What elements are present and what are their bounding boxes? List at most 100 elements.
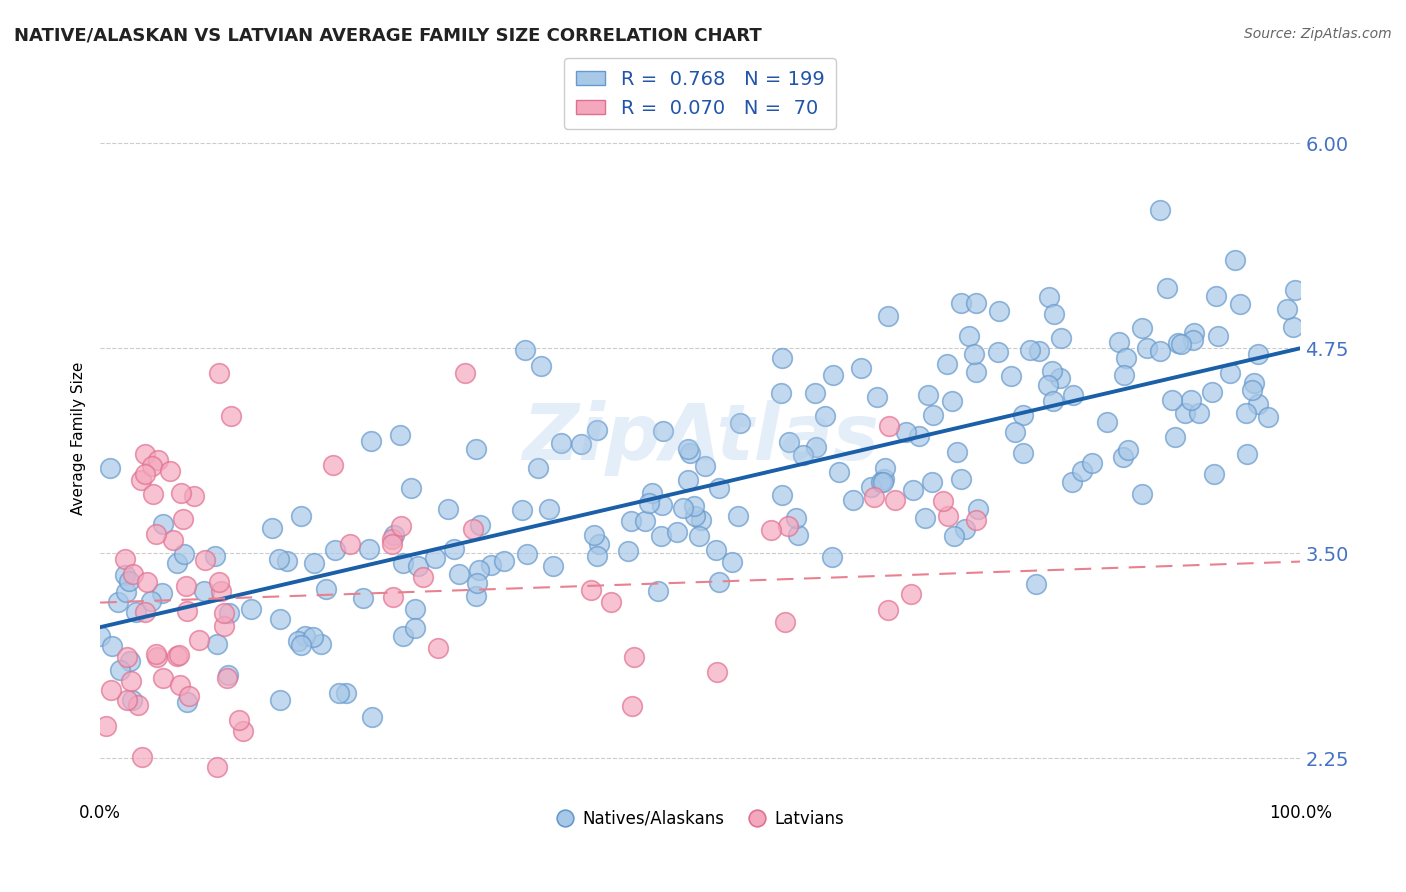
Point bbox=[468, 563, 491, 577]
Point bbox=[804, 386, 827, 401]
Point bbox=[510, 503, 533, 517]
Point bbox=[1257, 410, 1279, 425]
Point bbox=[219, 409, 242, 424]
Point bbox=[260, 521, 283, 535]
Point bbox=[967, 502, 990, 516]
Point bbox=[179, 689, 201, 703]
Point bbox=[1247, 396, 1270, 410]
Point bbox=[173, 547, 195, 561]
Point bbox=[166, 557, 188, 571]
Point bbox=[228, 713, 250, 727]
Point bbox=[240, 602, 263, 616]
Point bbox=[876, 603, 898, 617]
Point bbox=[205, 760, 228, 774]
Point bbox=[131, 750, 153, 764]
Point bbox=[267, 552, 290, 566]
Point bbox=[1201, 384, 1223, 399]
Point bbox=[617, 544, 640, 558]
Point bbox=[759, 523, 782, 537]
Point bbox=[862, 490, 884, 504]
Point bbox=[145, 649, 167, 664]
Point bbox=[1243, 376, 1265, 390]
Point bbox=[108, 663, 131, 677]
Point bbox=[302, 556, 325, 570]
Point bbox=[821, 549, 844, 564]
Point bbox=[877, 310, 900, 324]
Point bbox=[688, 529, 710, 543]
Point bbox=[873, 461, 896, 475]
Point bbox=[142, 487, 165, 501]
Point bbox=[672, 500, 695, 515]
Point bbox=[1205, 289, 1227, 303]
Point bbox=[204, 549, 226, 564]
Point bbox=[921, 475, 943, 490]
Point bbox=[860, 480, 883, 494]
Point bbox=[870, 475, 893, 490]
Point bbox=[141, 594, 163, 608]
Point bbox=[128, 698, 150, 712]
Point bbox=[581, 582, 603, 597]
Text: ZipAtlas: ZipAtlas bbox=[522, 401, 879, 476]
Point bbox=[1149, 202, 1171, 217]
Point bbox=[194, 553, 217, 567]
Point bbox=[586, 423, 609, 437]
Point bbox=[683, 509, 706, 524]
Point bbox=[193, 583, 215, 598]
Point bbox=[537, 502, 560, 516]
Point bbox=[1115, 351, 1137, 365]
Point bbox=[693, 459, 716, 474]
Point bbox=[1284, 283, 1306, 297]
Point bbox=[683, 499, 706, 513]
Point bbox=[212, 606, 235, 620]
Point bbox=[1161, 392, 1184, 407]
Point bbox=[115, 584, 138, 599]
Point bbox=[936, 508, 959, 523]
Point bbox=[1095, 415, 1118, 429]
Point bbox=[89, 629, 111, 643]
Point bbox=[125, 605, 148, 619]
Point bbox=[676, 473, 699, 487]
Point bbox=[1167, 336, 1189, 351]
Point bbox=[152, 671, 174, 685]
Point bbox=[208, 366, 231, 380]
Point bbox=[526, 461, 548, 475]
Point bbox=[1042, 394, 1064, 409]
Point bbox=[427, 640, 450, 655]
Point bbox=[1208, 329, 1230, 343]
Point bbox=[1118, 442, 1140, 457]
Point bbox=[1174, 406, 1197, 420]
Point bbox=[392, 556, 415, 570]
Point bbox=[965, 365, 987, 379]
Point bbox=[1025, 577, 1047, 591]
Point bbox=[443, 542, 465, 557]
Point bbox=[120, 674, 142, 689]
Point bbox=[1108, 334, 1130, 349]
Point bbox=[1043, 307, 1066, 321]
Point bbox=[1204, 467, 1226, 481]
Point bbox=[1247, 347, 1270, 361]
Point bbox=[1277, 301, 1299, 316]
Point bbox=[360, 434, 382, 449]
Point bbox=[917, 388, 939, 402]
Point bbox=[145, 527, 167, 541]
Point bbox=[1004, 425, 1026, 439]
Point bbox=[679, 445, 702, 459]
Point bbox=[709, 481, 731, 495]
Point bbox=[965, 513, 987, 527]
Point bbox=[901, 483, 924, 497]
Point bbox=[1156, 281, 1178, 295]
Point bbox=[1062, 388, 1084, 402]
Point bbox=[172, 512, 194, 526]
Point bbox=[1136, 341, 1159, 355]
Point bbox=[787, 527, 810, 541]
Point bbox=[647, 583, 669, 598]
Point bbox=[950, 472, 973, 486]
Point bbox=[706, 665, 728, 680]
Point bbox=[276, 554, 298, 568]
Point bbox=[322, 458, 344, 472]
Point bbox=[339, 537, 361, 551]
Point bbox=[676, 442, 699, 456]
Point bbox=[550, 435, 572, 450]
Point bbox=[637, 496, 659, 510]
Point bbox=[115, 693, 138, 707]
